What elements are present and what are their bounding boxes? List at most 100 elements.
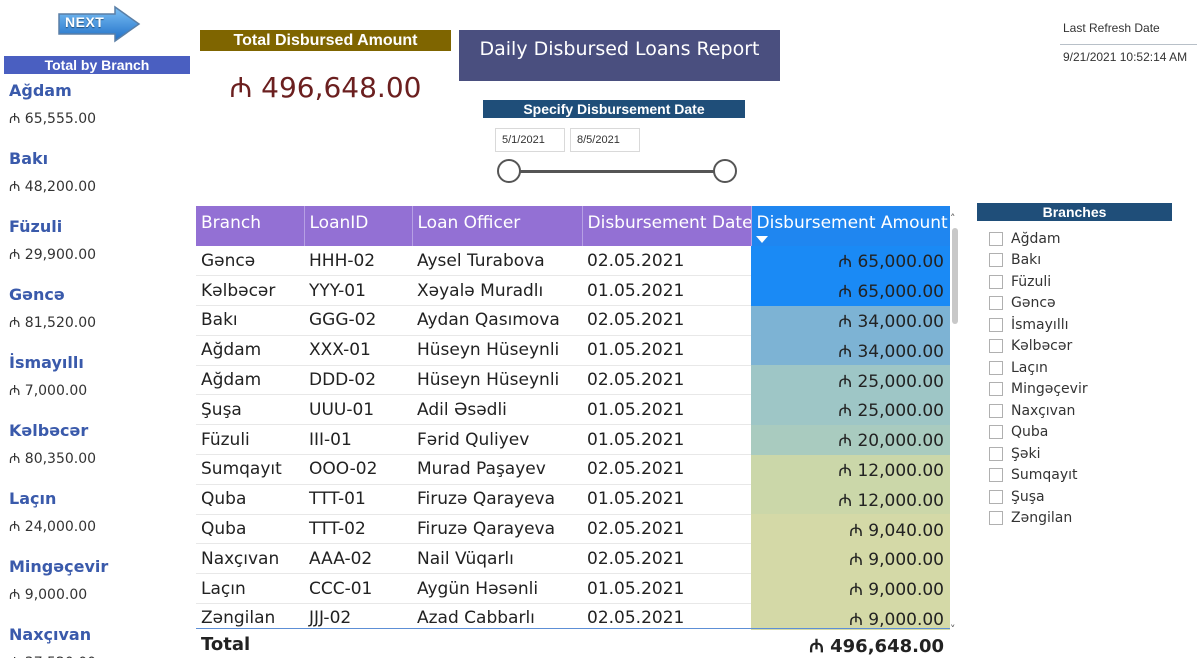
table-row[interactable]: Quba TTT-02 Firuzə Qarayeva 02.05.2021 ₼ 9,0…: [196, 514, 950, 545]
cell-disbursement-amount: ₼ 9,000.00: [751, 603, 950, 630]
branch-option[interactable]: Zəngilan: [989, 508, 1189, 530]
table-row[interactable]: Zəngilan JJJ-02 Azad Cabbarlı 02.05.2021 ₼ 9…: [196, 603, 950, 630]
branch-option[interactable]: Naxçıvan: [989, 400, 1189, 422]
date-slider-track[interactable]: [510, 170, 726, 173]
branch-option-label: Şuşa: [1011, 488, 1045, 505]
table-scrollbar[interactable]: ˄ ˅: [950, 206, 960, 642]
table-row[interactable]: Laçın CCC-01 Aygün Həsənli 01.05.2021 ₼ 9,00…: [196, 573, 950, 605]
scroll-thumb[interactable]: [952, 228, 958, 324]
checkbox[interactable]: [989, 253, 1003, 268]
next-label: NEXT: [65, 14, 105, 30]
branch-option[interactable]: Sumqayıt: [989, 465, 1189, 487]
branch-name: Laçın: [9, 489, 57, 508]
checkbox[interactable]: [989, 296, 1003, 311]
checkbox[interactable]: [989, 317, 1003, 332]
cell-loan-officer: Aysel Turabova: [412, 246, 582, 277]
cell-disbursement-amount: ₼ 9,000.00: [751, 573, 950, 604]
cell-loan-officer: Xəyalə Muradlı: [412, 275, 582, 307]
table-row[interactable]: Sumqayıt OOO-02 Murad Paşayev 02.05.2021 ₼ 1…: [196, 454, 950, 485]
branch-option[interactable]: Füzuli: [989, 271, 1189, 293]
cell-loan-officer: Hüseyn Hüseynli: [412, 365, 582, 396]
cell-disbursement-date: 02.05.2021: [582, 365, 751, 396]
branch-option-label: Kəlbəcər: [1011, 338, 1073, 355]
branch-amount: ₼ 80,350.00: [9, 451, 97, 467]
checkbox[interactable]: [989, 511, 1003, 526]
end-date-input[interactable]: 8/5/2021: [570, 128, 640, 152]
checkbox[interactable]: [989, 274, 1003, 289]
checkbox[interactable]: [989, 446, 1003, 461]
chevron-down-icon[interactable]: ˅: [950, 623, 956, 636]
column-header-disbursement-amount[interactable]: Disbursement Amount: [751, 206, 950, 246]
branch-totals-list: Ağdam ₼ 65,555.00 Bakı ₼ 48,200.00 Füzul…: [9, 80, 199, 658]
table-row[interactable]: Gəncə HHH-02 Aysel Turabova 02.05.2021 ₼ 65,…: [196, 246, 950, 277]
cell-branch: Quba: [196, 514, 304, 545]
cell-branch: Füzuli: [196, 424, 304, 456]
checkbox[interactable]: [989, 382, 1003, 397]
table-row[interactable]: Bakı GGG-02 Aydan Qasımova 02.05.2021 ₼ 34,0…: [196, 305, 950, 336]
branch-card: İsmayıllı ₼ 7,000.00: [9, 352, 199, 420]
cell-loan-officer: Firuzə Qarayeva: [412, 484, 582, 515]
branch-option-label: Gəncə: [1011, 295, 1056, 312]
column-header-loan-id[interactable]: LoanID: [304, 206, 413, 246]
branch-amount: ₼ 24,000.00: [9, 519, 97, 535]
cell-disbursement-amount: ₼ 9,000.00: [751, 543, 950, 574]
table-row[interactable]: Kəlbəcər YYY-01 Xəyalə Muradlı 01.05.2021 ₼ …: [196, 275, 950, 307]
date-slider-end-handle[interactable]: [713, 159, 737, 183]
table-row[interactable]: Ağdam XXX-01 Hüseyn Hüseynli 01.05.2021 ₼ 34…: [196, 335, 950, 366]
refresh-divider: [1060, 44, 1197, 45]
branch-card: Gəncə ₼ 81,520.00: [9, 284, 199, 352]
date-slider-start-handle[interactable]: [497, 159, 521, 183]
table-row[interactable]: Naxçıvan AAA-02 Nail Vüqarlı 02.05.2021 ₼ 9,…: [196, 543, 950, 575]
table-row[interactable]: Füzuli III-01 Fərid Quliyev 01.05.2021 ₼ 20,…: [196, 424, 950, 456]
cell-disbursement-amount: ₼ 34,000.00: [751, 335, 950, 366]
checkbox[interactable]: [989, 231, 1003, 246]
column-header-loan-officer[interactable]: Loan Officer: [412, 206, 583, 246]
checkbox[interactable]: [989, 489, 1003, 504]
checkbox[interactable]: [989, 339, 1003, 354]
cell-disbursement-date: 02.05.2021: [582, 454, 751, 485]
branch-name: Naxçıvan: [9, 625, 92, 644]
branches-slicer-header: Branches: [977, 203, 1172, 221]
branch-option[interactable]: İsmayıllı: [989, 314, 1189, 336]
start-date-input[interactable]: 5/1/2021: [495, 128, 565, 152]
checkbox[interactable]: [989, 403, 1003, 418]
next-arrow-icon: [58, 5, 141, 43]
chevron-up-icon[interactable]: ˄: [950, 212, 956, 225]
cell-branch: Naxçıvan: [196, 543, 304, 575]
branch-option[interactable]: Şəki: [989, 443, 1189, 465]
column-header-branch[interactable]: Branch: [196, 206, 305, 246]
branch-name: İsmayıllı: [9, 353, 84, 372]
cell-branch: Ağdam: [196, 335, 304, 366]
refresh-label: Last Refresh Date: [1063, 21, 1160, 35]
branch-option-label: Şəki: [1011, 445, 1041, 462]
cell-disbursement-date: 02.05.2021: [582, 305, 751, 336]
branch-option[interactable]: Quba: [989, 422, 1189, 444]
checkbox[interactable]: [989, 468, 1003, 483]
cell-branch: Zəngilan: [196, 603, 304, 630]
branch-option-label: Quba: [1011, 424, 1049, 441]
branch-option[interactable]: Şuşa: [989, 486, 1189, 508]
cell-loan-id: DDD-02: [304, 365, 412, 396]
cell-disbursement-amount: ₼ 25,000.00: [751, 394, 950, 425]
branch-option-label: Mingəçevir: [1011, 381, 1088, 398]
branch-option[interactable]: Mingəçevir: [989, 379, 1189, 401]
branch-option[interactable]: Kəlbəcər: [989, 336, 1189, 358]
checkbox[interactable]: [989, 360, 1003, 375]
column-header-disbursement-date[interactable]: Disbursement Date: [582, 206, 752, 246]
branch-option[interactable]: Laçın: [989, 357, 1189, 379]
table-row[interactable]: Ağdam DDD-02 Hüseyn Hüseynli 02.05.2021 ₼ 25…: [196, 365, 950, 396]
branch-option[interactable]: Gəncə: [989, 293, 1189, 315]
cell-disbursement-amount: ₼ 65,000.00: [751, 275, 950, 306]
branch-option[interactable]: Bakı: [989, 250, 1189, 272]
branch-option[interactable]: Ağdam: [989, 228, 1189, 250]
table-row[interactable]: Quba TTT-01 Firuzə Qarayeva 01.05.2021 ₼ 12,…: [196, 484, 950, 515]
cell-loan-id: GGG-02: [304, 305, 412, 336]
table-row[interactable]: Şuşa UUU-01 Adil Əsədli 01.05.2021 ₼ 25,000.…: [196, 394, 950, 426]
cell-branch: Sumqayıt: [196, 454, 304, 485]
checkbox[interactable]: [989, 425, 1003, 440]
next-button[interactable]: NEXT: [57, 5, 141, 43]
cell-disbursement-amount: ₼ 65,000.00: [751, 246, 950, 276]
branch-option-label: Bakı: [1011, 252, 1042, 269]
sort-descending-icon: [755, 236, 768, 243]
table-total-row: Total ₼ 496,648.00: [196, 628, 950, 658]
